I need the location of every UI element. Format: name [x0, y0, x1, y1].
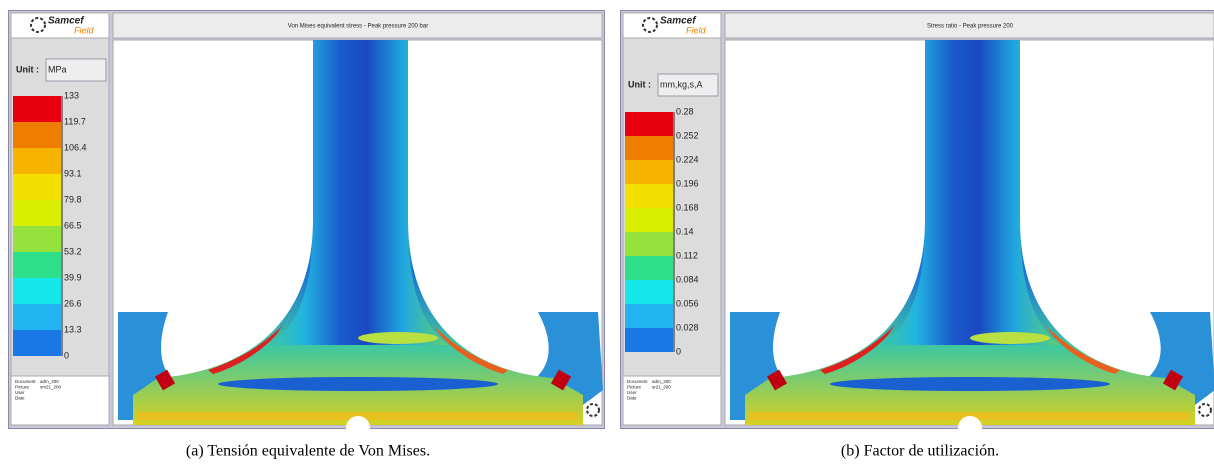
legend-label: 0.224: [676, 154, 699, 164]
legend-label: 0: [64, 350, 69, 360]
legend-label: 119.7: [64, 116, 86, 126]
unit-value: mm,kg,s,A: [660, 79, 703, 89]
legend-band: [13, 200, 61, 226]
caption: (b) Factor de utilización.: [841, 443, 999, 460]
contour-green: [970, 332, 1050, 344]
legend-label: 93.1: [64, 168, 82, 178]
info-key: Date: [627, 396, 637, 401]
legend-band: [13, 96, 61, 122]
legend-label: 66.5: [64, 220, 82, 230]
legend-band: [625, 280, 673, 304]
legend-label: 0: [676, 346, 681, 356]
hole: [346, 416, 370, 440]
info-key: Date: [15, 396, 25, 401]
unit-label: Unit :: [628, 79, 651, 89]
legend-band: [625, 232, 673, 256]
legend-band: [13, 252, 61, 278]
contour-green: [358, 332, 438, 344]
legend-band: [13, 226, 61, 252]
info-key: Picture: [627, 385, 642, 390]
legend-label: 39.9: [64, 272, 82, 282]
legend-label: 0.196: [676, 178, 699, 188]
contour-blue: [218, 377, 498, 391]
legend-label: 133: [64, 90, 79, 100]
title: Von Mises equivalent stress - Peak press…: [288, 24, 428, 30]
legend-band: [13, 174, 61, 200]
legend-label: 13.3: [64, 324, 82, 334]
hole: [958, 416, 982, 440]
info-key: User: [627, 390, 637, 395]
legend-band: [13, 148, 61, 174]
legend-label: 106.4: [64, 142, 87, 152]
legend-label: 0.028: [676, 322, 699, 332]
info-key: Document: [15, 379, 36, 384]
info-value: adm_200: [40, 379, 59, 384]
legend-label: 0.084: [676, 274, 699, 284]
title: Stress ratio - Peak pressure 200: [927, 24, 1014, 30]
legend-label: 0.056: [676, 298, 699, 308]
legend-band: [625, 112, 673, 136]
legend-label: 79.8: [64, 194, 82, 204]
contour-blue: [830, 377, 1110, 391]
legend-label: 0.28: [676, 106, 694, 116]
legend-band: [13, 330, 61, 356]
legend-label: 0.168: [676, 202, 699, 212]
logo-sub: Field: [686, 25, 707, 35]
legend-label: 0.112: [676, 250, 698, 260]
logo-sub: Field: [74, 25, 95, 35]
unit-value: MPa: [48, 64, 67, 74]
legend-label: 53.2: [64, 246, 82, 256]
legend-band: [625, 160, 673, 184]
legend-label: 26.6: [64, 298, 82, 308]
info-value: vm21_200: [40, 385, 62, 390]
legend-band: [13, 278, 61, 304]
legend-band: [625, 184, 673, 208]
caption: (a) Tensión equivalente de Von Mises.: [186, 443, 430, 460]
info-key: Document: [627, 379, 648, 384]
legend-band: [625, 208, 673, 232]
unit-label: Unit :: [16, 64, 39, 74]
info-key: User: [15, 390, 25, 395]
legend-band: [625, 328, 673, 352]
legend-band: [625, 304, 673, 328]
legend-label: 0.252: [676, 130, 699, 140]
legend-label: 0.14: [676, 226, 694, 236]
legend-band: [625, 256, 673, 280]
legend-band: [13, 304, 61, 330]
info-value: sr21_200: [652, 385, 671, 390]
legend-band: [13, 122, 61, 148]
info-value: adm_200: [652, 379, 671, 384]
legend-band: [625, 136, 673, 160]
info-key: Picture: [15, 385, 30, 390]
